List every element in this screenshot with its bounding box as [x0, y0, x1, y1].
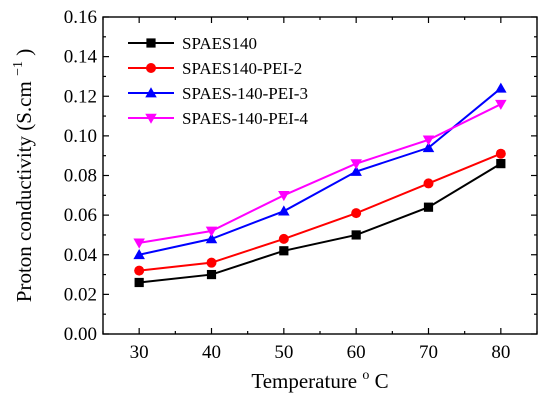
y-tick-label: 0.04 — [64, 245, 98, 266]
data-point — [133, 238, 145, 249]
series-line — [139, 162, 502, 284]
plot-frame — [102, 16, 538, 335]
x-axis-unit-superscript: o — [362, 368, 369, 383]
y-axis-unit-superscript: −1 — [11, 61, 26, 76]
legend-marker — [145, 113, 157, 124]
x-axis-label: Temperature — [251, 369, 357, 393]
data-point — [422, 135, 435, 146]
series-group — [133, 82, 507, 288]
y-axis-title: Proton conductivity (S.cm −1 ) — [3, 49, 36, 302]
data-point — [350, 159, 362, 170]
data-point — [134, 277, 144, 288]
legend: SPAES140 SPAES140-PEI-2 SPAES-140-PEI-3 SPA… — [128, 34, 308, 128]
y-tick-label: 0.16 — [64, 7, 97, 28]
data-point — [134, 265, 145, 276]
data-point — [422, 142, 435, 153]
data-point — [423, 202, 434, 212]
legend-item: SPAES140 — [128, 34, 257, 53]
data-point — [279, 246, 289, 256]
y-tick-label: 0.14 — [64, 47, 98, 68]
legend-item: SPAES-140-PEI-3 — [128, 84, 308, 103]
data-point — [278, 205, 290, 216]
data-point — [278, 191, 290, 202]
axes: 0.00 0.02 0.04 0.06 0.08 0.10 0.12 0.14 0.16 30 40… — [64, 7, 538, 363]
data-point — [278, 233, 289, 244]
x-tick-label: 60 — [347, 342, 366, 363]
data-point — [423, 178, 434, 189]
data-point — [351, 230, 361, 240]
series-1 — [134, 159, 506, 288]
data-point — [495, 99, 507, 110]
series-line — [138, 87, 502, 256]
data-point — [495, 148, 506, 159]
data-point — [496, 159, 506, 169]
data-point — [133, 249, 145, 260]
x-tick-label: 30 — [130, 342, 149, 363]
legend-label: SPAES-140-PEI-3 — [182, 84, 308, 103]
series-2 — [134, 148, 506, 276]
data-point — [350, 165, 362, 176]
series-4 — [133, 99, 507, 249]
x-tick-label: 80 — [491, 342, 510, 363]
y-tick-label: 0.06 — [64, 205, 97, 226]
series-line — [139, 103, 502, 244]
legend-label: SPAES140-PEI-2 — [182, 59, 302, 78]
data-point — [495, 82, 507, 93]
data-point — [351, 208, 362, 219]
x-axis-title: Temperature o C — [251, 360, 388, 393]
series-line — [139, 152, 502, 272]
y-axis-label-close: ) — [12, 49, 36, 56]
legend-marker — [145, 87, 157, 98]
x-tick-label: 40 — [202, 342, 221, 363]
x-axis-unit: C — [375, 369, 389, 393]
x-tick-label: 70 — [419, 342, 438, 363]
data-point — [205, 233, 218, 244]
y-tick-label: 0.10 — [64, 126, 97, 147]
data-point — [206, 257, 217, 268]
series-3 — [133, 82, 507, 260]
legend-label: SPAES140 — [182, 34, 257, 53]
y-tick-label: 0.12 — [64, 86, 97, 107]
legend-item: SPAES140-PEI-2 — [128, 59, 302, 78]
legend-label: SPAES-140-PEI-4 — [182, 109, 308, 128]
x-tick-label: 50 — [274, 342, 293, 363]
data-point — [205, 226, 218, 237]
y-tick-label: 0.00 — [64, 324, 97, 345]
y-axis-label: Proton conductivity (S.cm — [12, 81, 36, 302]
legend-marker — [146, 63, 156, 73]
legend-item: SPAES-140-PEI-4 — [128, 109, 308, 128]
legend-marker — [146, 38, 156, 48]
y-tick-label: 0.02 — [64, 284, 97, 305]
data-point — [206, 269, 217, 280]
y-tick-label: 0.08 — [64, 166, 97, 187]
